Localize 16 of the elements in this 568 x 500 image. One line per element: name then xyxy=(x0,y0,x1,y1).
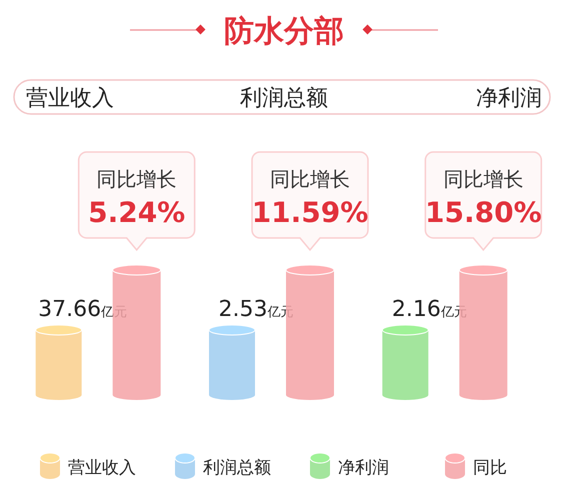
legend-label: 利润总额 xyxy=(203,458,271,478)
legend-label: 同比 xyxy=(473,458,507,478)
value-label: 2.16亿元 xyxy=(392,297,467,322)
annotation: 同比增长 xyxy=(270,167,350,191)
annotation: 同比增长 xyxy=(443,167,524,191)
value-label: 15.80% xyxy=(425,196,542,229)
category: 净利润 xyxy=(476,86,542,111)
legend-label: 净利润 xyxy=(338,458,389,478)
legend-label: 营业收入 xyxy=(68,458,136,478)
value-label: 2.53亿元 xyxy=(218,297,294,322)
category: 营业收入 xyxy=(26,86,114,111)
value-label: 5.24% xyxy=(88,196,186,229)
value-label: 11.59% xyxy=(252,196,368,229)
category: 利润总额 xyxy=(240,86,328,111)
title: 防水分部 xyxy=(224,14,344,49)
annotation: 同比增长 xyxy=(96,167,177,191)
